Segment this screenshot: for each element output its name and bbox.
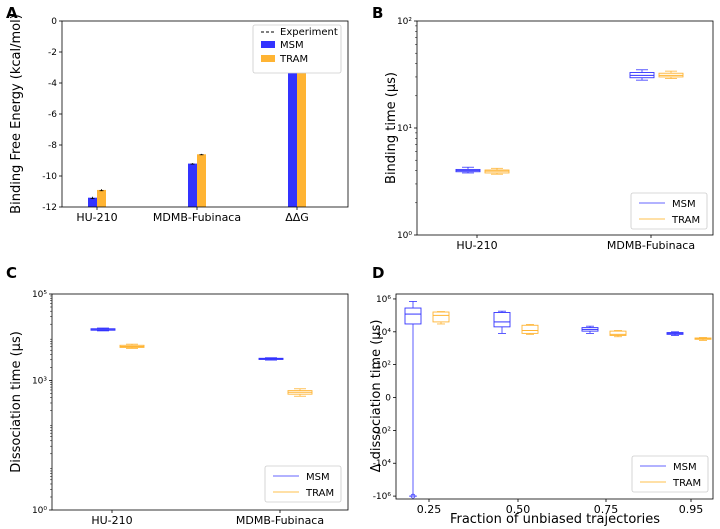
- panel-a-bar-tram-0: [97, 189, 106, 207]
- legend-msm-label: MSM: [306, 472, 330, 483]
- panel-a-ytick-4: -8: [48, 141, 57, 151]
- legend-tram-label: TRAM: [279, 54, 308, 65]
- panel-a-axes: [61, 20, 349, 208]
- panel-d-legend: MSM TRAM: [631, 455, 709, 493]
- panel-b: B 10⁰ 10¹ 10² HU-210 MDMB-Fubinaca Binding t…: [372, 4, 714, 252]
- panel-c-ylabel: Dissociation time (μs): [9, 331, 24, 473]
- panel-a-xtick-2: ΔΔG: [285, 211, 309, 224]
- panel-d: D 10⁶ 10⁴ 10² 0 -10² -10⁴ -10⁶ 0.25 0.50 0.75 0.95…: [369, 264, 714, 527]
- panel-d-msm-box-1-box: [493, 312, 511, 328]
- panel-d-ytick-4: -10²: [373, 426, 392, 436]
- panel-d-msm-box-0-box: [404, 307, 422, 325]
- panel-b-axes: [416, 20, 714, 236]
- panel-d-axes: [395, 293, 714, 500]
- panel-b-xtick-1: MDMB-Fubinaca: [607, 239, 695, 252]
- panel-d-xtick-3: 0.95: [679, 503, 704, 516]
- panel-c-ytick-0: 10⁰: [32, 506, 47, 516]
- panel-a-bar-msm-2: [288, 55, 297, 207]
- panel-a-ylabel: Binding Free Energy (kcal/mol): [9, 14, 24, 214]
- panel-a-xtick-0: HU-210: [76, 211, 117, 224]
- panel-c-xtick-1: MDMB-Fubinaca: [236, 514, 324, 527]
- panel-d-ylabel: Δ dissociation time (μs): [369, 320, 384, 473]
- panel-b-letter: B: [372, 4, 383, 22]
- panel-d-ytick-6: -10⁶: [373, 492, 392, 502]
- panel-a-ytick-2: -4: [48, 79, 57, 89]
- panel-d-xtick-2: 0.75: [594, 503, 619, 516]
- panel-b-ytick-2: 10²: [397, 17, 412, 27]
- panel-a-bar-msm-0: [88, 197, 97, 207]
- panel-b-legend: MSM TRAM: [630, 192, 708, 230]
- panel-d-ytick-0: 10⁶: [376, 295, 391, 305]
- panel-d-ytick-2: 10²: [376, 361, 391, 371]
- panel-c-axes: [51, 293, 349, 511]
- panel-c: C 10⁰ 10³ 10⁵ HU-210 MDMB-Fubinaca Dissociat…: [6, 264, 349, 527]
- panel-a-ytick-6: -12: [42, 203, 57, 213]
- legend-experiment-label: Experiment: [280, 27, 338, 38]
- panel-d-ytick-1: 10⁴: [376, 328, 391, 338]
- panel-a-xtick-1: MDMB-Fubinaca: [153, 211, 241, 224]
- panel-c-xtick-0: HU-210: [91, 514, 132, 527]
- panel-d-xlabel: Fraction of unbiased trajectories: [450, 512, 660, 527]
- panel-d-tram-box-0-box: [432, 311, 450, 323]
- panel-a-ytick-3: -6: [48, 110, 57, 120]
- panel-c-ytick-2: 10⁵: [32, 290, 47, 300]
- panel-a-ytick-5: -10: [42, 172, 57, 182]
- panel-b-legend-box: [630, 192, 708, 230]
- legend-tram-swatch: [261, 55, 275, 62]
- panel-d-letter: D: [372, 264, 384, 282]
- panel-d-tram-box-2-box: [609, 330, 627, 336]
- panel-d-ytick-3: 0: [385, 394, 391, 404]
- legend-msm-label: MSM: [280, 40, 304, 51]
- panel-c-ytick-1: 10³: [32, 376, 47, 386]
- panel-d-msm-box-0-flier-0: [410, 493, 416, 499]
- panel-b-xtick-0: HU-210: [456, 239, 497, 252]
- legend-msm-swatch: [261, 41, 275, 48]
- panel-b-ytick-1: 10¹: [397, 124, 412, 134]
- panel-a-legend: Experiment MSM TRAM: [252, 24, 342, 74]
- legend-tram-label: TRAM: [671, 215, 700, 226]
- panel-b-ytick-0: 10⁰: [397, 231, 412, 241]
- panel-d-legend-box: [631, 455, 709, 493]
- panel-a-bar-tram-1: [197, 154, 206, 207]
- panel-a-bar-tram-2: [297, 57, 306, 207]
- legend-tram-label: TRAM: [672, 478, 701, 489]
- panel-a-ytick-1: -2: [48, 48, 57, 58]
- panel-c-legend-box: [264, 465, 342, 503]
- panel-d-xtick-1: 0.50: [506, 503, 531, 516]
- panel-d-xtick-0: 0.25: [417, 503, 442, 516]
- panel-a-bar-msm-1: [188, 163, 197, 207]
- panel-b-ylabel: Binding time (μs): [384, 72, 399, 184]
- panel-d-tram-box-1-box: [521, 324, 539, 334]
- panel-c-legend: MSM TRAM: [264, 465, 342, 503]
- panel-c-letter: C: [6, 264, 17, 282]
- panel-a-ytick-0: 0: [51, 17, 57, 27]
- legend-tram-label: TRAM: [305, 488, 334, 499]
- legend-msm-label: MSM: [672, 199, 696, 210]
- panel-d-ytick-5: -10⁴: [373, 459, 392, 469]
- panel-a-letter: A: [6, 4, 18, 22]
- legend-msm-label: MSM: [673, 462, 697, 473]
